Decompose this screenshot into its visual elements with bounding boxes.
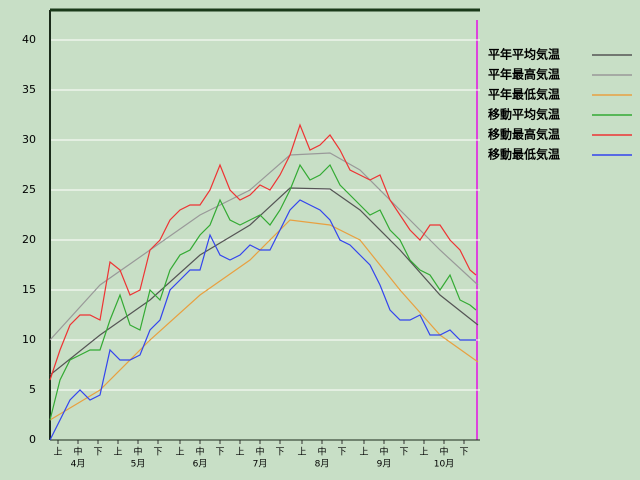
month-label: 4月: [71, 459, 86, 470]
y-tick-label: 20: [22, 233, 36, 246]
x-tick-label: 中: [317, 446, 326, 458]
x-tick-label: 上: [359, 447, 368, 458]
y-tick-label: 5: [29, 383, 36, 396]
month-label: 10月: [434, 459, 454, 470]
y-tick-label: 35: [22, 83, 36, 96]
x-tick-label: 下: [93, 448, 102, 458]
month-label: 6月: [193, 459, 208, 470]
month-label: 5月: [131, 459, 146, 470]
series-line: [49, 187, 479, 376]
y-tick-label: 30: [22, 133, 36, 146]
y-tick-label: 15: [22, 283, 36, 296]
x-tick-label: 中: [379, 446, 388, 458]
x-tick-label: 下: [275, 448, 284, 458]
x-tick-label: 下: [337, 448, 346, 458]
x-tick-label: 中: [195, 446, 204, 458]
legend-label: 移動最高気温: [488, 127, 560, 142]
x-tick-label: 中: [439, 446, 448, 458]
series-line: [49, 219, 479, 421]
series-line: [49, 163, 477, 421]
x-tick-label: 下: [215, 448, 224, 458]
legend-label: 移動平均気温: [488, 107, 560, 122]
y-tick-label: 0: [29, 433, 36, 446]
x-tick-label: 下: [399, 448, 408, 458]
month-label: 8月: [315, 459, 330, 470]
x-tick-label: 中: [73, 446, 82, 458]
legend-label: 平年平均気温: [488, 47, 560, 62]
x-tick-label: 上: [113, 447, 122, 458]
x-tick-label: 上: [297, 447, 306, 458]
month-label: 9月: [377, 459, 392, 470]
y-tick-label: 40: [22, 33, 36, 46]
x-tick-label: 中: [133, 446, 142, 458]
y-tick-label: 25: [22, 183, 36, 196]
y-tick-label: 10: [22, 333, 36, 346]
x-tick-label: 上: [53, 447, 62, 458]
series-line: [49, 199, 476, 441]
legend-label: 平年最低気温: [488, 87, 560, 102]
x-tick-label: 上: [175, 447, 184, 458]
series-line: [49, 123, 477, 381]
x-tick-label: 下: [153, 448, 162, 458]
legend-label: 平年最高気温: [488, 67, 560, 82]
x-tick-label: 中: [255, 446, 264, 458]
legend-label: 移動最低気温: [488, 147, 560, 162]
month-label: 7月: [253, 459, 268, 470]
x-tick-label: 下: [459, 448, 468, 458]
x-tick-label: 上: [419, 447, 428, 458]
x-tick-label: 上: [235, 447, 244, 458]
